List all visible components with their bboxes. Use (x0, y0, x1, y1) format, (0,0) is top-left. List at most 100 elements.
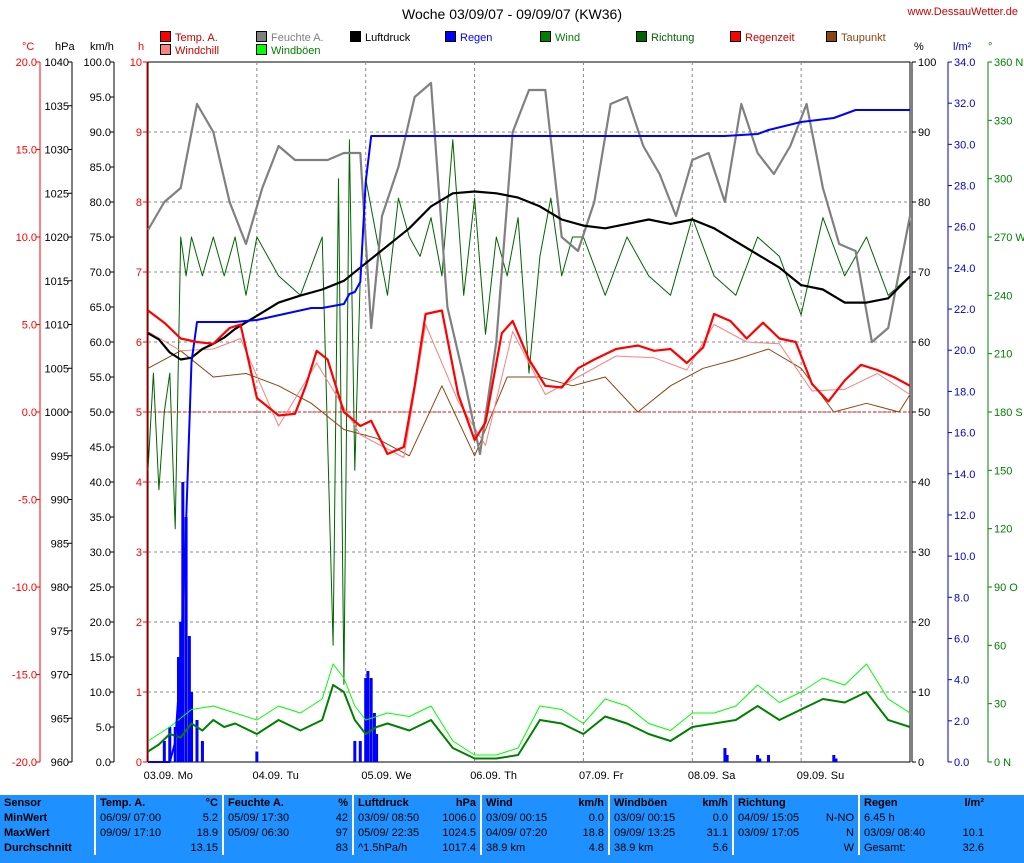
stats-cell: 03/09/ 17:05 N (732, 825, 859, 840)
legend-swatch (256, 44, 267, 55)
legend-item: Regen (445, 31, 492, 44)
temp-axis-tick-label: -20.0 (12, 757, 37, 769)
wind-axis-tick-label: 75.0 (90, 232, 111, 244)
rain-bar (358, 741, 362, 762)
pressure-axis-tick-label: 1010 (45, 320, 69, 332)
pressure-axis-tick-label: 1040 (45, 57, 69, 69)
rain-axis-tick-label: 0.0 (954, 757, 969, 769)
site-link[interactable]: www.DessauWetter.de (907, 6, 1018, 18)
x-tick-label: 03.09. (144, 770, 175, 782)
x-tick-label: 06.09. (470, 770, 501, 782)
direction-axis-tick-label: 300 (994, 174, 1012, 186)
rainhours-axis-tick-label: 0 (136, 757, 142, 769)
series-line-feuchte-a- (147, 81, 912, 456)
stats-cell: 03/09/ 08:50 1006.0 (352, 810, 481, 825)
rain-axis-tick-label: 8.0 (954, 592, 969, 604)
x-weekday-label: Su (831, 770, 844, 782)
wind-axis-tick-label: 95.0 (90, 92, 111, 104)
wind-axis-tick-label: 5.0 (96, 722, 111, 734)
humidity-axis-tick-label: 100 (918, 57, 936, 69)
rain-axis-tick-label: 18.0 (954, 386, 975, 398)
legend-label: Richtung (651, 32, 695, 44)
stats-row-label: Durchschnitt (4, 841, 72, 854)
rain-bar (834, 758, 838, 762)
legend-swatch (636, 31, 647, 42)
legend-label: Windböen (271, 45, 321, 57)
rainhours-axis-tick-label: 9 (136, 127, 142, 139)
rain-bar (369, 678, 373, 762)
legend-label: Regenzeit (745, 32, 795, 44)
stats-cell: W (732, 840, 859, 855)
x-weekday-label: We (395, 770, 411, 782)
x-tick-label: 08.09. (688, 770, 719, 782)
stats-cell: 06/09/ 07:00 5.2 (94, 810, 223, 825)
wind-axis-tick-label: 0.0 (96, 757, 111, 769)
x-tick-label: 07.09. (579, 770, 610, 782)
wind-axis-tick-label: 85.0 (90, 162, 111, 174)
pressure-axis-tick-label: 960 (51, 757, 69, 769)
rain-axis-tick-label: 4.0 (954, 675, 969, 687)
stats-cell: 09/09/ 17:10 18.9 (94, 825, 223, 840)
temp-axis-tick-label: -5.0 (18, 495, 37, 507)
stats-cell: 03/09/ 08:40 10.1 (858, 825, 988, 840)
wind-axis-tick-label: 70.0 (90, 267, 111, 279)
wind-axis-tick-label: 20.0 (90, 617, 111, 629)
x-tick-label: 05.09. (361, 770, 392, 782)
legend-item: Regenzeit (730, 31, 795, 44)
legend-label: Temp. A. (175, 32, 218, 44)
rainhours-axis-tick-label: 4 (136, 477, 142, 489)
axis-unit: h (138, 41, 144, 53)
axis-unit: hPa (55, 41, 75, 53)
direction-axis-tick-label: 120 (994, 524, 1012, 536)
rain-axis-tick-label: 34.0 (954, 57, 975, 69)
stats-row-label: MinWert (4, 811, 48, 824)
pressure-axis-tick-label: 1035 (45, 101, 69, 113)
rain-bar (353, 741, 357, 762)
rain-bar (200, 741, 204, 762)
series-line-regen (148, 109, 910, 763)
pressure-axis-tick-label: 975 (51, 626, 69, 638)
temp-axis-tick-label: 5.0 (22, 320, 37, 332)
rain-axis-tick-label: 26.0 (954, 222, 975, 234)
rain-axis-tick-label: 22.0 (954, 304, 975, 316)
stats-header: Windböen km/h (608, 795, 733, 810)
pressure-axis-tick-label: 1025 (45, 188, 69, 200)
legend-item: Windböen (256, 44, 321, 57)
legend-swatch (256, 31, 267, 42)
rain-bar (162, 741, 166, 762)
axis-unit: l/m² (953, 41, 972, 53)
wind-axis-tick-label: 60.0 (90, 337, 111, 349)
legend-item: Temp. A. (160, 31, 218, 44)
stats-header: Regen l/m² (858, 795, 988, 810)
wind-axis-tick-label: 100.0 (83, 57, 111, 69)
humidity-axis-tick-label: 10 (918, 687, 930, 699)
axis-unit: ° (988, 41, 992, 53)
rain-axis-tick-label: 12.0 (954, 510, 975, 522)
stats-cell: 04/09/ 07:20 18.8 (480, 825, 609, 840)
wind-axis-tick-label: 65.0 (90, 302, 111, 314)
x-weekday-label: Tu (286, 770, 298, 782)
rain-axis-tick-label: 14.0 (954, 469, 975, 481)
rain-bar (725, 755, 729, 762)
rain-bar (176, 657, 180, 762)
rainhours-axis-tick-label: 6 (136, 337, 142, 349)
weather-chart: 20.015.010.05.00.0-5.0-10.0-15.0-20.0104… (12, 41, 1024, 782)
x-weekday-label: Sa (722, 770, 736, 782)
pressure-axis-tick-label: 965 (51, 713, 69, 725)
rain-bar (190, 692, 194, 762)
pressure-axis-tick-label: 985 (51, 538, 69, 550)
rain-axis-tick-label: 6.0 (954, 633, 969, 645)
humidity-axis-tick-label: 0 (918, 757, 924, 769)
legend-item: Taupunkt (826, 31, 886, 44)
rain-bar (184, 517, 188, 762)
temp-axis-tick-label: 20.0 (16, 57, 37, 69)
stats-cell: 13.15 (94, 840, 223, 855)
wind-axis-tick-label: 25.0 (90, 582, 111, 594)
rain-bar (179, 622, 183, 762)
rainhours-axis-tick-label: 3 (136, 547, 142, 559)
legend-item: Wind (540, 31, 580, 44)
humidity-axis-tick-label: 30 (918, 547, 930, 559)
wind-axis-tick-label: 10.0 (90, 687, 111, 699)
rain-bar (168, 727, 172, 762)
stats-cell: ^1.5hPa/h 1017.4 (352, 840, 481, 855)
